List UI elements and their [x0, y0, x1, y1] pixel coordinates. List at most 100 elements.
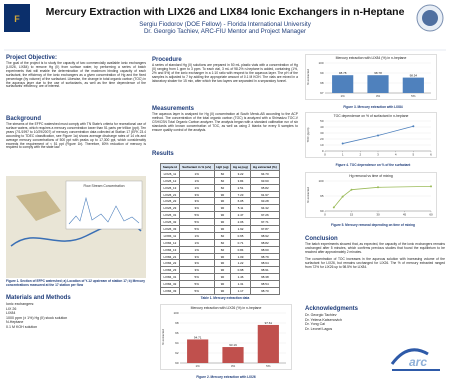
chart-frame: [305, 172, 437, 218]
cell: LIX26_31: [160, 211, 180, 220]
inset-graph: [65, 180, 143, 230]
x-tick-label: 0: [324, 153, 326, 157]
procedure: Procedure A series of standard Hg (II) s…: [152, 57, 298, 84]
table-row: LIX26_33 5% 90 1.92 97.87: [160, 225, 281, 233]
heading: Results: [152, 151, 174, 157]
y-tick-label: 92: [175, 351, 179, 355]
y-tick-label: 90: [320, 209, 324, 213]
x-tick-label: 60: [429, 213, 433, 217]
cell: 98.64: [249, 259, 281, 268]
chart: Hg removal vs time of mixing % extracted 9…: [305, 172, 437, 218]
cell: 90: [213, 280, 232, 289]
chart: TOC dependence on % of surfactant in n-h…: [305, 112, 437, 158]
table-row: LIX26_13 1% 60 2.51 95.82: [160, 183, 281, 192]
header-row: Sample id Surfactant in % (v/v) Hg0 (ug) Hg…: [160, 163, 281, 171]
x-tick-label: 4: [395, 153, 397, 157]
y-tick-label: 95: [320, 194, 324, 198]
point: [430, 185, 432, 188]
heading: Project Objective:: [6, 55, 58, 61]
column-header: Surfactant in % (v/v): [178, 163, 215, 171]
x-tick-label: 5%: [411, 94, 416, 98]
chart-title: TOC dependence on % of surfactant in n-h…: [334, 114, 409, 118]
value-label: 94.71: [194, 335, 202, 339]
x-tick-label: 1: [342, 153, 344, 157]
x-tick-label: 3%: [376, 94, 381, 98]
cell: 60: [213, 238, 232, 247]
figure-2: Mercury extraction with LIX26 (%) in n-h…: [160, 304, 292, 380]
cell: 94.32: [249, 204, 281, 213]
chart-title: Mercury extraction with LIX26 (%) in n-h…: [191, 306, 262, 310]
table-row: LIX26_32 5% 90 2.06 97.71: [160, 218, 281, 227]
cell: 2.47: [230, 211, 251, 220]
heading: Materials and Methods: [6, 295, 71, 301]
table-row: LIX84_22 3% 90 1.22 98.64: [160, 259, 281, 268]
header: Mercury Extraction with LIX26 and LIX84 …: [40, 6, 410, 35]
point: [341, 195, 344, 198]
x-tick-label: 3%: [231, 364, 236, 368]
cell: 3%: [178, 266, 215, 275]
conclusion: Conclusion The batch experiments showed …: [305, 236, 445, 269]
heading: Background: [6, 116, 42, 122]
list-item: 0.1 M KOH solution: [6, 324, 38, 329]
heading: Procedure: [152, 57, 182, 63]
cell: 95.82: [249, 183, 281, 192]
cell: 93.28: [249, 197, 281, 206]
heading: Acknowledgments: [305, 306, 359, 312]
chart: Mercury extraction with LIX84 (%) in n-h…: [305, 54, 437, 100]
bar: [367, 75, 389, 93]
materials-list: Ionic exchangers: LIX 26 LIX84 1000 ppm (± …: [6, 302, 146, 330]
value-label: 98.78: [374, 71, 382, 75]
cell: 98.92: [249, 231, 281, 240]
paragraph: The goal of the project is to study the …: [6, 61, 146, 89]
list-item: Ionic exchangers:: [6, 302, 35, 306]
bar: [332, 75, 354, 93]
list-item: Dr. Yelena Katsenovich: [305, 317, 342, 322]
cell: 0.98: [230, 266, 251, 275]
cell: LIX84_32: [160, 280, 180, 289]
bar: [222, 347, 244, 363]
cell: LIX84_23: [160, 266, 180, 275]
cell: LIX84_13: [160, 245, 180, 254]
paragraph: The streams of the EFPC watershed must c…: [6, 122, 146, 150]
cell: 5%: [178, 273, 215, 282]
cell: 97.71: [249, 218, 281, 227]
heading: Measurements: [152, 106, 195, 112]
list-item: N-Heptane: [6, 320, 24, 325]
table-row: LIX84_11 1% 60 0.65 98.92: [160, 231, 281, 240]
table-caption: Table 1. Mercury extraction data: [200, 296, 250, 300]
y-tick-label: 0: [322, 149, 324, 153]
cell: 90: [213, 273, 232, 282]
cell: 5%: [178, 225, 215, 233]
figure-4: TOC dependence on % of surfactant in n-h…: [305, 112, 441, 168]
cell: 5%: [178, 218, 215, 227]
cell: 93.60: [249, 176, 281, 185]
table-row: LIX84_23 3% 90 0.98 98.91: [160, 266, 281, 275]
cell: 60: [213, 245, 232, 254]
cell: LIX26_11: [160, 169, 180, 178]
x-tick-label: 45: [403, 213, 407, 217]
cell: 1%: [178, 169, 215, 178]
column-header: Hg aq (ug): [230, 163, 251, 171]
value-label: 93.19: [229, 343, 237, 347]
bar: [257, 324, 279, 363]
acknowledgments: Acknowledgments Dr. Georgio Tachiev Dr. Y…: [305, 306, 395, 331]
cell: 1.09: [230, 252, 251, 261]
site: [16, 191, 61, 221]
cell: 1.17: [230, 287, 251, 295]
y-axis-label: % extracted: [161, 329, 165, 345]
cell: LIX84_33: [160, 287, 180, 295]
cell: 1%: [178, 183, 215, 192]
cell: 6.05: [230, 197, 251, 206]
column-header: Sample id: [160, 163, 180, 171]
cell: LIX26_13: [160, 183, 180, 192]
materials: Materials and Methods Ionic exchangers: L…: [6, 295, 146, 330]
cell: 1%: [178, 231, 215, 240]
y-tick-label: 97: [320, 91, 324, 95]
authors: Sergiu Fiodorov (DOE Fellow) - Florida I…: [139, 20, 311, 28]
cell: 0.65: [230, 231, 251, 240]
table-row: LIX84_33 5% 90 1.17 98.70: [160, 287, 281, 295]
cell: 98.91: [249, 266, 281, 275]
inset-title: Flow Stream Concentration: [83, 184, 124, 188]
y-tick-label: 98: [320, 81, 324, 85]
cell: 3%: [178, 197, 215, 206]
